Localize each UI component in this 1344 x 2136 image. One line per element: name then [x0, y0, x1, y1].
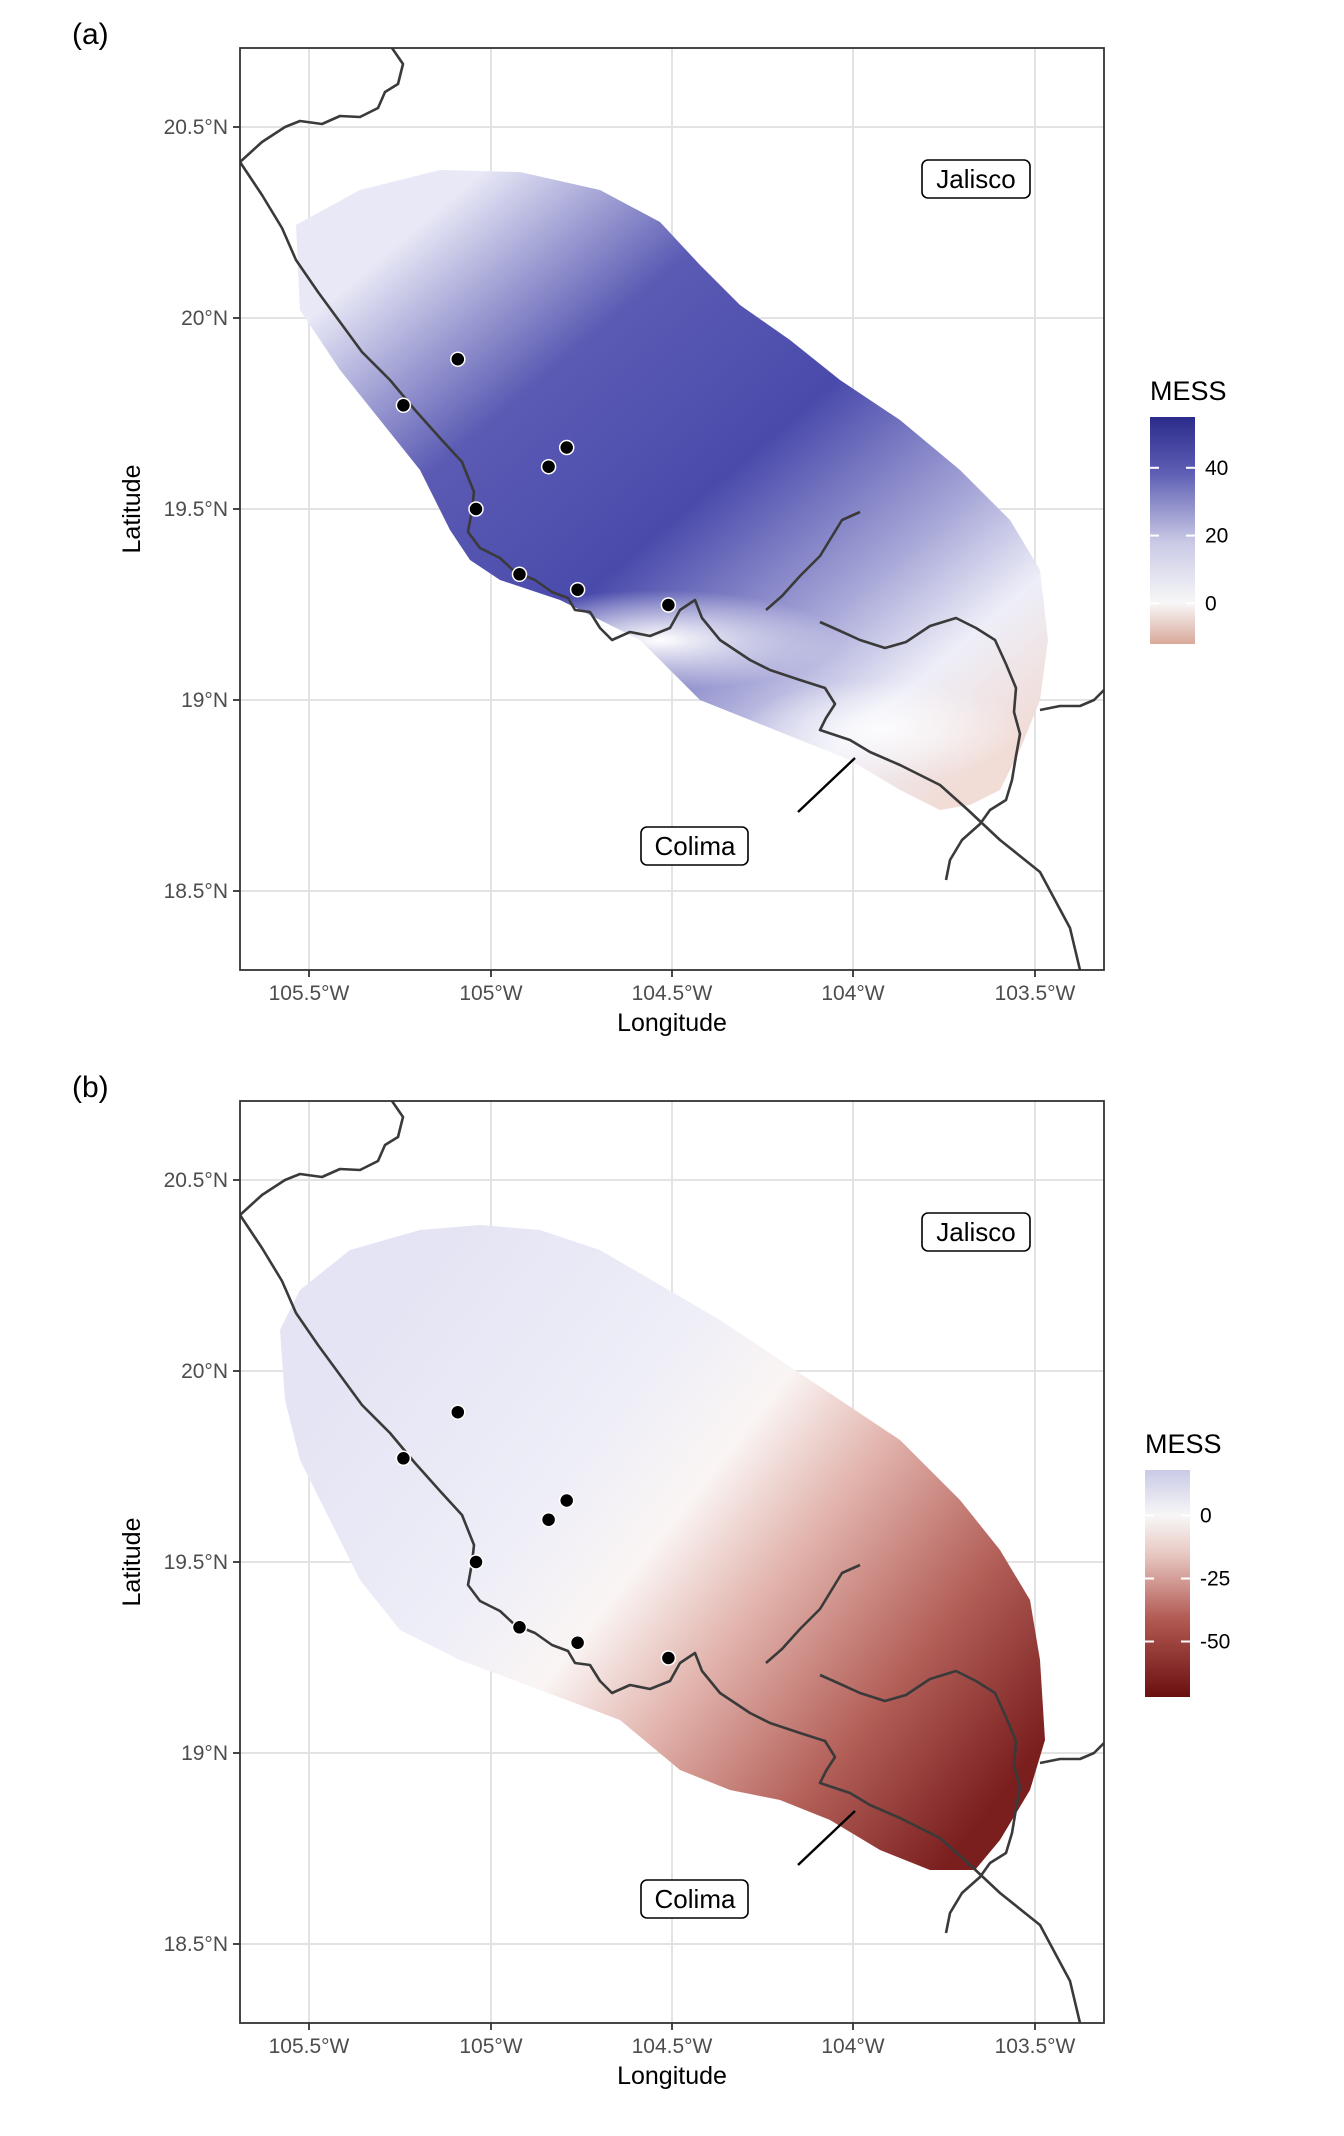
occurrence-point: [660, 597, 677, 613]
region-label-colima: Colima: [640, 1879, 749, 1919]
mess-raster: [280, 1225, 1045, 1870]
legend-colorbar: [1145, 1470, 1190, 1697]
coastal-low-mess: [740, 680, 1020, 780]
region-label-colima: Colima: [640, 826, 749, 866]
occurrence-point: [569, 1634, 586, 1651]
legend-title: MESS: [1150, 376, 1227, 406]
y-tick-label: 20°N: [181, 1360, 228, 1383]
occurrence-point: [395, 1450, 412, 1467]
x-axis: 105.5°W 105°W 104.5°W 104°W 103.5°W Long…: [269, 970, 1076, 1037]
occurrence-point: [511, 566, 528, 583]
occurrence-point: [558, 1492, 575, 1509]
occurrence-point: [468, 1554, 484, 1570]
legend-tick-label: -50: [1200, 1631, 1230, 1654]
colima-north-border: [765, 1563, 861, 1664]
y-tick-label: 19.5°N: [164, 498, 228, 521]
legend: MESS 0 -25 -50: [1145, 1429, 1230, 1697]
occurrence-point: [395, 397, 412, 414]
occurrence-points: [395, 351, 677, 613]
jalisco-colima-border: [819, 616, 1022, 881]
panel-letter: (b): [72, 1071, 109, 1104]
x-tick-label: 105°W: [459, 982, 522, 1005]
legend-ticks: 40 20 0: [1150, 457, 1228, 615]
occurrence-points: [395, 1404, 677, 1666]
legend-tick-label: 20: [1205, 525, 1228, 548]
occurrence-point: [450, 351, 466, 367]
occurrence-point: [569, 581, 586, 598]
y-tick-label: 18.5°N: [164, 1933, 228, 1956]
legend-tick-label: -25: [1200, 1568, 1230, 1591]
y-tick-label: 19°N: [181, 689, 228, 712]
x-axis-title: Longitude: [617, 1009, 727, 1037]
label-box: [921, 159, 1031, 199]
colima-east-border: [1039, 1742, 1104, 1765]
y-axis-title: Latitude: [118, 465, 146, 554]
occurrence-point: [660, 1650, 677, 1666]
occurrence-point: [511, 1619, 528, 1636]
x-tick-label: 105.5°W: [269, 2035, 350, 2058]
legend-tick-label: 40: [1205, 457, 1228, 480]
legend-colorbar: [1150, 417, 1195, 644]
x-tick-label: 105.5°W: [269, 982, 350, 1005]
x-tick-label: 103.5°W: [995, 982, 1076, 1005]
x-tick-label: 104°W: [821, 982, 884, 1005]
label-box: [640, 826, 749, 866]
y-axis: 20.5°N 20°N 19.5°N 19°N 18.5°N Latitude: [118, 1169, 240, 1956]
colima-north-border: [765, 510, 861, 611]
y-axis: 20.5°N 20°N 19.5°N 19°N 18.5°N Latitude: [118, 116, 240, 903]
mess-surface: [280, 1225, 1045, 1870]
x-tick-label: 104°W: [821, 2035, 884, 2058]
legend-title: MESS: [1145, 1429, 1222, 1459]
legend-tick-label: 0: [1200, 1504, 1212, 1527]
label-colima: Colima: [655, 831, 736, 861]
occurrence-point: [540, 458, 557, 475]
y-tick-label: 20.5°N: [164, 1169, 228, 1192]
panel-letter: (a): [72, 18, 109, 51]
y-tick-label: 19°N: [181, 1742, 228, 1765]
y-tick-label: 20°N: [181, 307, 228, 330]
panel-b: (b) Jalisco: [72, 1071, 1230, 2090]
occurrence-point: [450, 1404, 466, 1420]
legend: MESS 40 20 0: [1150, 376, 1228, 644]
jalisco-north-border: [240, 48, 405, 163]
occurrence-point: [468, 501, 484, 517]
coastal-low-mess: [480, 590, 840, 690]
jalisco-colima-border: [819, 1669, 1022, 1934]
label-box: [921, 1212, 1031, 1252]
x-tick-label: 104.5°W: [632, 2035, 713, 2058]
y-tick-label: 18.5°N: [164, 880, 228, 903]
x-tick-label: 104.5°W: [632, 982, 713, 1005]
x-axis-title: Longitude: [617, 2062, 727, 2090]
label-colima: Colima: [655, 1884, 736, 1914]
occurrence-point: [540, 1511, 557, 1528]
mess-raster: [296, 170, 1048, 810]
label-box: [640, 1879, 749, 1919]
colima-east-border: [1039, 689, 1104, 712]
x-tick-label: 105°W: [459, 2035, 522, 2058]
occurrence-point: [558, 439, 575, 456]
x-tick-label: 103.5°W: [995, 2035, 1076, 2058]
y-axis-title: Latitude: [118, 1518, 146, 1607]
jalisco-north-border: [240, 1101, 405, 1216]
panel-a: (a) Jalisc: [72, 18, 1228, 1037]
y-tick-label: 20.5°N: [164, 116, 228, 139]
region-label-jalisco: Jalisco: [921, 159, 1031, 199]
x-axis: 105.5°W 105°W 104.5°W 104°W 103.5°W Long…: [269, 2023, 1076, 2090]
y-tick-label: 19.5°N: [164, 1551, 228, 1574]
legend-ticks: 0 -25 -50: [1145, 1504, 1230, 1654]
legend-tick-label: 0: [1205, 592, 1217, 615]
label-jalisco: Jalisco: [936, 1217, 1015, 1247]
colima-leader-line: [797, 1810, 856, 1866]
label-jalisco: Jalisco: [936, 164, 1015, 194]
colima-leader-line: [797, 757, 856, 813]
mess-surface: [296, 170, 1048, 810]
region-label-jalisco: Jalisco: [921, 1212, 1031, 1252]
